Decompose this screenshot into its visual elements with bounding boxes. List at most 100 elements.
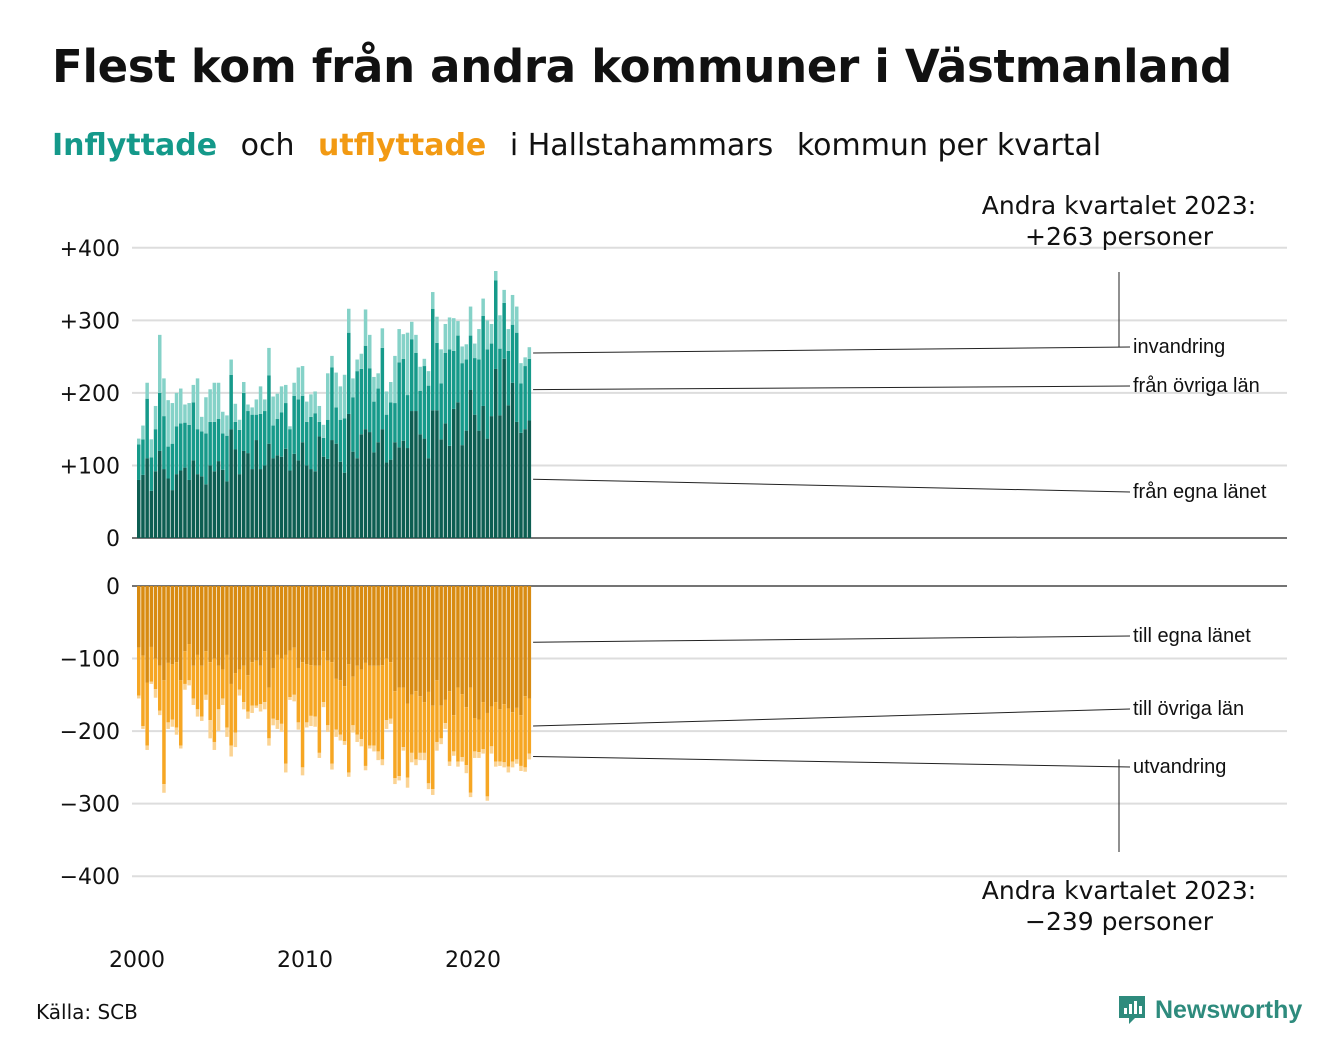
bar-out-segment [284,654,288,764]
bar-out-segment [477,719,481,753]
bar-in-segment [372,401,376,453]
bar-in-segment [380,347,385,430]
bar-in-segment [485,320,490,350]
bar-out-segment [363,662,368,766]
bar-in-segment [506,350,511,406]
bar-in-segment [309,416,313,470]
bar-in-segment [393,442,397,538]
bar-out-segment [279,586,284,659]
bar-in-segment [519,432,523,538]
bar-out-segment [376,751,380,761]
bar-out-segment [435,741,439,751]
bar-in-segment [498,348,502,416]
bar-out-segment [317,752,322,758]
bar-out-segment [195,709,200,717]
bar-out-segment [254,586,259,661]
bar-in-segment [221,433,225,470]
bar-out-segment [456,761,460,767]
bar-out-segment [258,704,263,712]
bar-in-segment [284,448,288,538]
bar-in-segment [246,404,250,412]
bar-out-segment [447,761,452,766]
bar-out-segment [422,702,427,753]
bar-in-segment [271,425,275,459]
segment-label-out: till egna länet [1133,625,1251,647]
bar-out-segment [158,710,162,716]
bar-in-segment [296,460,301,538]
bar-out-segment [389,718,393,724]
bar-in-segment [334,443,338,538]
bar-in-segment [452,350,456,409]
bar-out-segment [179,680,183,746]
bar-out-segment [305,586,309,665]
bar-out-segment [414,586,418,692]
bar-out-segment [153,586,158,659]
bar-out-segment [515,759,519,764]
bar-in-segment [229,374,233,430]
bar-out-segment [397,687,401,777]
bar-out-segment [372,586,376,666]
subtitle-inflyttade: Inflyttade [52,128,218,163]
bar-out-segment [477,752,481,758]
bar-in-segment [473,414,477,538]
bar-in-segment [191,460,196,538]
bar-out-segment [447,586,452,692]
bar-in-segment [342,418,347,473]
bar-out-segment [313,716,317,727]
bar-out-segment [481,749,485,754]
bar-in-segment [347,308,351,333]
bar-out-segment [208,586,212,663]
bar-out-segment [162,586,166,681]
bar-in-segment [250,414,254,470]
bar-in-segment [158,334,162,393]
bar-out-segment [460,694,464,758]
bar-in-segment [191,402,196,461]
y-tick-out: −100 [60,648,120,673]
bar-out-segment [502,704,506,763]
bar-out-segment [431,789,435,795]
bar-in-segment [443,423,448,538]
bar-out-segment [519,586,523,716]
bar-in-segment [431,410,435,538]
bar-out-segment [506,708,511,767]
bar-in-segment [229,359,233,375]
bar-out-segment [305,664,309,723]
y-tick-out: −200 [60,720,120,745]
bar-out-segment [502,762,506,768]
bar-out-segment [347,772,351,777]
bar-out-segment [141,655,145,727]
bar-in-segment [460,363,464,446]
bar-in-segment [292,453,296,538]
bar-out-segment [237,669,242,690]
bar-out-segment [221,669,225,699]
bar-out-segment [506,586,511,709]
bar-in-segment [359,353,364,369]
bar-in-segment [233,421,238,450]
annotation-in-line2: +263 personer [1025,222,1214,251]
bar-out-segment [326,586,330,661]
bar-out-segment [326,660,330,726]
bar-out-segment [313,586,317,666]
brand-name: Newsworthy [1155,995,1303,1024]
bar-out-segment [380,665,385,760]
bar-in-segment [418,390,422,435]
bar-in-segment [410,339,414,412]
bar-out-segment [426,783,431,790]
bar-out-segment [330,586,334,663]
bar-in-segment [246,453,250,538]
bar-in-segment [494,280,498,369]
bar-out-segment [204,651,208,695]
bar-in-segment [225,435,229,482]
bar-in-segment [254,399,259,415]
bar-in-segment [422,366,427,439]
label-leader [533,385,1131,391]
bar-in-segment [464,430,469,538]
bar-out-segment [275,720,280,729]
bar-out-segment [498,586,502,710]
bar-out-segment [174,662,179,728]
bar-out-segment [254,705,259,708]
y-tick-in: +100 [60,454,120,479]
bar-out-segment [418,586,422,697]
bar-in-segment [208,421,212,466]
bar-in-segment [313,471,317,538]
